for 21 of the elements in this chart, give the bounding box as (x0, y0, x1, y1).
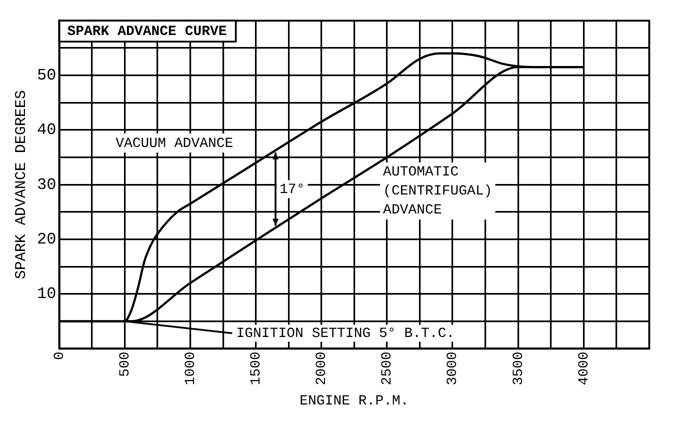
x-tick-label: 1000 (183, 352, 200, 386)
series-label: AUTOMATIC (CENTRIFUGAL) ADVANCE (383, 164, 492, 219)
x-tick-label: 2500 (380, 352, 396, 386)
y-tick-label: 40 (37, 121, 56, 140)
y-tick-label: 20 (37, 230, 56, 248)
x-tick-label: 0 (52, 352, 68, 360)
x-tick-label: 500 (117, 352, 134, 377)
x-tick-label: 2000 (314, 352, 330, 386)
y-tick-label: 50 (37, 66, 56, 84)
annotation: 17° (280, 182, 305, 198)
x-tick-label: 3000 (445, 352, 462, 386)
x-tick-label: 4000 (576, 352, 592, 386)
chart-title: SPARK ADVANCE CURVE (67, 24, 227, 40)
annotation: IGNITION SETTING 5° B.T.C. (236, 326, 455, 342)
y-tick-label: 30 (37, 176, 56, 194)
y-axis-title: SPARK ADVANCE DEGREES (12, 90, 30, 280)
x-tick-label: 1500 (248, 352, 265, 386)
x-tick-label: 3500 (510, 352, 527, 386)
series-label: VACUUM ADVANCE (116, 136, 234, 152)
x-axis-title: ENGINE R.P.M. (300, 393, 409, 410)
y-tick-label: 10 (37, 285, 56, 304)
